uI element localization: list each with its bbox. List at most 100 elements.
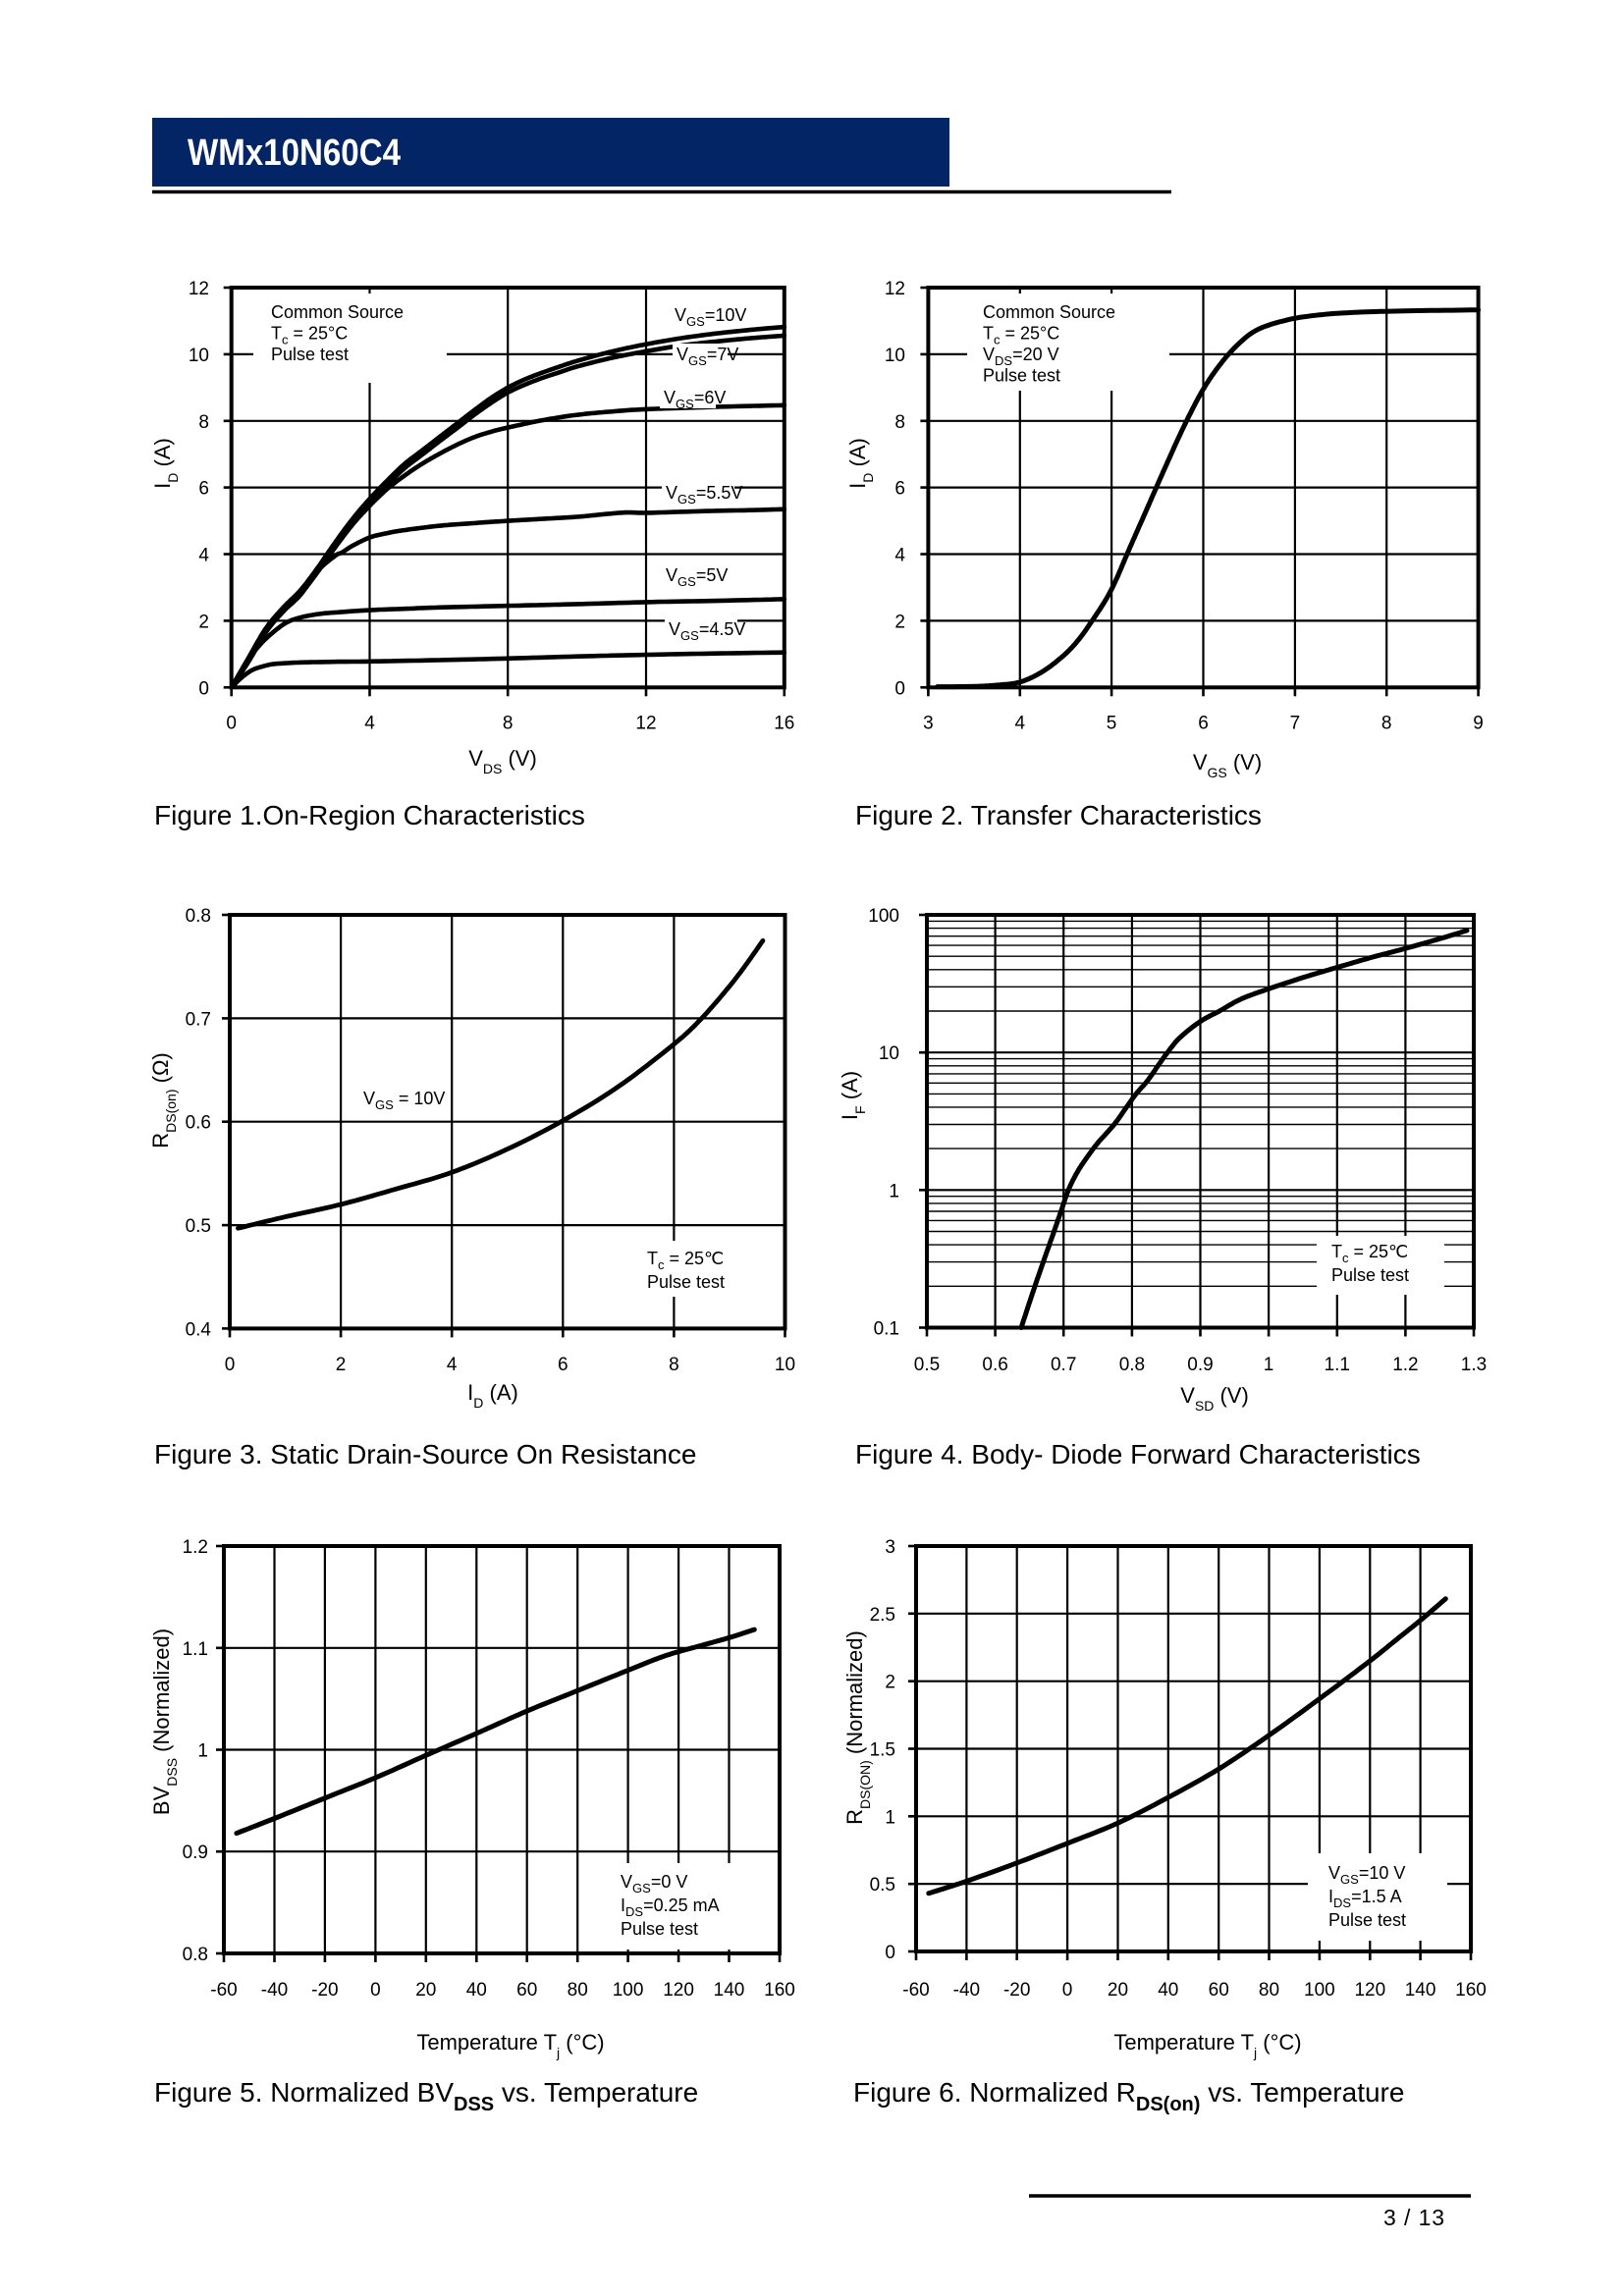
svg-text:4: 4 [364,714,375,734]
svg-text:VSD (V): VSD (V) [1180,1383,1249,1414]
svg-text:RDS(on) (Ω): RDS(on) (Ω) [148,1052,179,1148]
svg-text:0.7: 0.7 [186,1009,211,1030]
svg-text:Pulse test: Pulse test [983,366,1060,386]
svg-text:Pulse test: Pulse test [647,1272,725,1292]
svg-text:10: 10 [885,346,905,366]
svg-text:1.3: 1.3 [1461,1355,1487,1375]
svg-text:6: 6 [894,479,905,500]
svg-text:60: 60 [516,1980,537,2001]
svg-text:10: 10 [879,1043,899,1064]
svg-text:12: 12 [189,279,209,299]
svg-text:-20: -20 [311,1980,338,2001]
svg-text:3: 3 [885,1537,895,1558]
svg-text:8: 8 [894,412,905,433]
svg-text:Figure 1.On-Region Characteris: Figure 1.On-Region Characteristics [154,800,585,830]
svg-text:Common Source: Common Source [271,302,404,322]
svg-text:2.5: 2.5 [870,1605,895,1626]
svg-text:0.6: 0.6 [186,1113,211,1134]
svg-text:RDS(ON) (Normalized): RDS(ON) (Normalized) [842,1630,873,1825]
svg-text:2: 2 [894,612,905,632]
svg-text:1.2: 1.2 [1392,1355,1418,1375]
svg-text:ID (A): ID (A) [845,438,876,489]
svg-text:0.5: 0.5 [914,1355,940,1375]
svg-text:3 / 13: 3 / 13 [1383,2205,1445,2230]
svg-text:2: 2 [885,1673,895,1693]
svg-text:0.9: 0.9 [1187,1355,1213,1375]
svg-text:4: 4 [447,1355,458,1375]
svg-text:1: 1 [889,1181,899,1201]
svg-text:BVDSS (Normalized): BVDSS (Normalized) [149,1629,180,1815]
svg-text:1: 1 [1264,1355,1274,1375]
svg-text:40: 40 [1158,1980,1178,2001]
svg-text:12: 12 [885,279,905,299]
svg-text:16: 16 [774,714,794,734]
svg-text:80: 80 [1259,1980,1279,2001]
svg-text:Pulse test: Pulse test [621,1919,698,1939]
svg-text:40: 40 [466,1980,487,2001]
svg-text:0.7: 0.7 [1051,1355,1076,1375]
svg-text:5: 5 [1107,714,1117,734]
svg-text:Common Source: Common Source [983,302,1115,322]
svg-text:6: 6 [1198,714,1209,734]
svg-text:0.8: 0.8 [183,1945,208,1965]
svg-text:0.6: 0.6 [982,1355,1007,1375]
svg-text:0: 0 [226,714,237,734]
svg-text:6: 6 [558,1355,568,1375]
svg-text:Figure 2. Transfer Characteris: Figure 2. Transfer Characteristics [855,800,1262,830]
svg-text:140: 140 [1405,1980,1436,2001]
svg-text:Figure 4. Body- Diode Forward: Figure 4. Body- Diode Forward Characteri… [855,1439,1421,1469]
svg-text:2: 2 [198,612,209,632]
svg-text:0.9: 0.9 [183,1842,208,1863]
svg-text:4: 4 [198,546,209,566]
svg-text:Figure 3. Static Drain-Source: Figure 3. Static Drain-Source On Resista… [154,1439,696,1469]
svg-text:9: 9 [1473,714,1484,734]
svg-text:Figure 5. Normalized BVDSS vs.: Figure 5. Normalized BVDSS vs. Temperatu… [154,2077,698,2115]
svg-text:VGS = 10V: VGS = 10V [363,1089,445,1112]
svg-text:80: 80 [568,1980,588,2001]
svg-text:1: 1 [885,1807,895,1828]
svg-text:20: 20 [415,1980,436,2001]
svg-text:0.4: 0.4 [186,1319,212,1340]
svg-text:1.1: 1.1 [183,1639,208,1660]
svg-text:0: 0 [225,1355,236,1375]
svg-text:1: 1 [197,1741,208,1762]
svg-text:0: 0 [370,1980,381,2001]
svg-text:ID (A): ID (A) [467,1380,518,1411]
svg-text:100: 100 [1304,1980,1335,2001]
svg-text:VGS (V): VGS (V) [1193,750,1262,780]
svg-text:0.8: 0.8 [1119,1355,1145,1375]
svg-text:8: 8 [669,1355,679,1375]
svg-text:8: 8 [1381,714,1392,734]
svg-text:Pulse test: Pulse test [271,345,349,364]
svg-text:Figure 6. Normalized RDS(on) v: Figure 6. Normalized RDS(on) vs. Tempera… [853,2077,1404,2115]
svg-text:4: 4 [894,546,905,566]
svg-text:0.5: 0.5 [870,1875,895,1896]
svg-text:Temperature Tj (°C): Temperature Tj (°C) [1113,2030,1301,2060]
svg-text:8: 8 [503,714,514,734]
svg-text:-60: -60 [902,1980,929,2001]
svg-text:0.8: 0.8 [186,906,211,927]
svg-text:120: 120 [1354,1980,1385,2001]
svg-text:-40: -40 [953,1980,980,2001]
svg-text:4: 4 [1015,714,1026,734]
svg-text:Temperature Tj (°C): Temperature Tj (°C) [416,2030,604,2060]
svg-text:8: 8 [198,412,209,433]
svg-text:0.5: 0.5 [186,1216,211,1237]
svg-text:WMx10N60C4: WMx10N60C4 [188,133,401,174]
svg-text:1.2: 1.2 [183,1537,208,1558]
svg-text:1.5: 1.5 [870,1740,895,1761]
svg-text:140: 140 [714,1980,745,2001]
svg-text:20: 20 [1108,1980,1128,2001]
svg-text:6: 6 [198,479,209,500]
svg-text:2: 2 [336,1355,347,1375]
svg-text:7: 7 [1290,714,1301,734]
svg-text:-60: -60 [210,1980,237,2001]
svg-text:1.1: 1.1 [1325,1355,1350,1375]
svg-text:10: 10 [189,346,209,366]
svg-text:10: 10 [775,1355,795,1375]
svg-text:0: 0 [885,1943,895,1963]
svg-text:0.1: 0.1 [874,1319,899,1340]
svg-text:-40: -40 [261,1980,288,2001]
svg-text:ID (A): ID (A) [150,438,181,489]
svg-text:IF (A): IF (A) [838,1071,868,1120]
